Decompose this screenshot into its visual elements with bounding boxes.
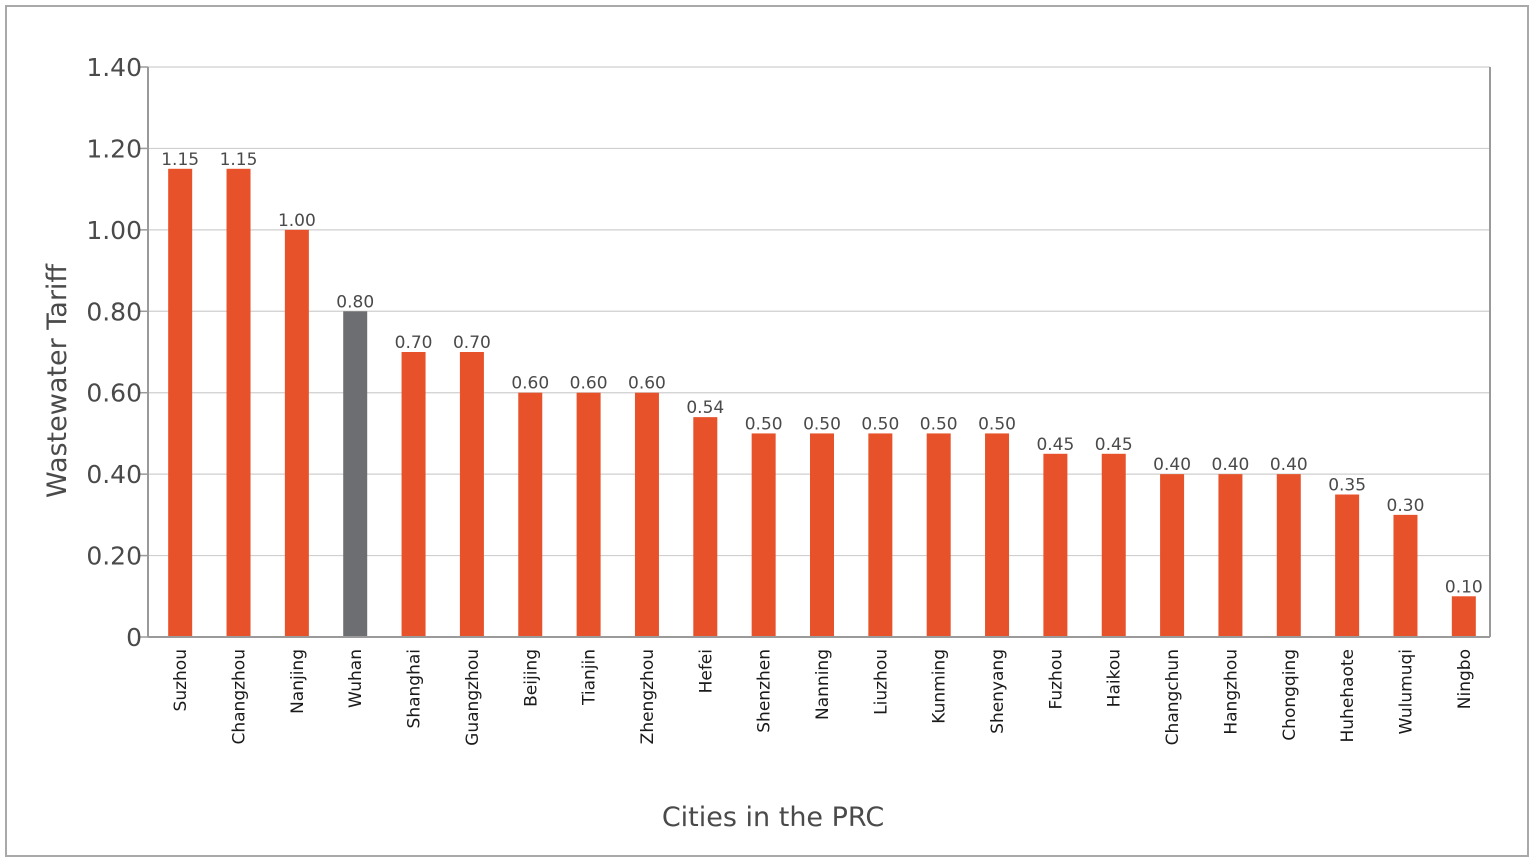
y-tick-label: 1.00 [86, 216, 142, 245]
bar-wuhan [343, 311, 368, 637]
x-tick-label: Wulumuqi [1396, 649, 1416, 734]
x-tick-label: Hangzhou [1221, 649, 1241, 735]
bar-haikou [1101, 453, 1126, 637]
data-label: 0.50 [861, 414, 899, 434]
data-label: 0.50 [978, 414, 1016, 434]
bar-wulumuqi [1393, 514, 1418, 637]
data-label: 0.60 [511, 374, 549, 394]
x-tick-label: Shenzhen [755, 649, 775, 733]
bar-shenyang [985, 433, 1010, 637]
data-label: 0.45 [1095, 435, 1133, 455]
data-label: 1.00 [278, 211, 316, 231]
data-label: 0.60 [628, 374, 666, 394]
data-label: 0.80 [336, 292, 374, 312]
x-tick-label: Wuhan [346, 649, 366, 708]
x-tick-label: Shanghai [405, 649, 425, 728]
bar-zhengzhou [634, 392, 659, 637]
x-tick-label: Beijing [521, 649, 541, 707]
data-label: 0.70 [453, 333, 491, 353]
y-tick-label: 0.80 [86, 297, 142, 326]
y-tick-label: 0.60 [86, 379, 142, 408]
bar-huhehaote [1335, 494, 1360, 637]
bar-shenzhen [751, 433, 776, 637]
data-label: 0.40 [1212, 455, 1250, 475]
x-tick-label: Hefei [696, 649, 716, 693]
bar-changchun [1160, 474, 1185, 637]
gridlines [148, 66, 1490, 557]
x-tick-label: Tianjin [580, 649, 600, 706]
x-tick-label: Fuzhou [1046, 649, 1066, 710]
x-axis-title: Cities in the PRC [662, 802, 884, 833]
x-tick-label: Changzhou [230, 649, 250, 745]
data-label: 0.30 [1387, 496, 1425, 516]
bar-kunming [926, 433, 951, 637]
bar-nanning [810, 433, 834, 637]
y-tick-label: 0 [126, 623, 142, 652]
data-label: 0.45 [1036, 435, 1074, 455]
x-tick-label: Changchun [1163, 649, 1183, 745]
x-tick-label: Ningbo [1455, 649, 1475, 709]
bar-hefei [693, 417, 718, 637]
data-label: 1.15 [161, 150, 199, 170]
data-label: 0.54 [686, 398, 724, 418]
x-tick-label: Guangzhou [463, 649, 483, 746]
x-tick-label: Huhehaote [1338, 649, 1358, 743]
x-tick-label: Liuzhou [871, 649, 891, 715]
y-tick-label: 0.40 [86, 460, 142, 489]
bar-guangzhou [459, 352, 484, 637]
y-tick-label: 1.20 [86, 134, 142, 163]
bar-shanghai [401, 352, 426, 637]
y-tick-labels: 0 0.20 0.40 0.60 0.80 1.00 1.20 1.40 [86, 53, 142, 652]
x-tick-label: Shenyang [988, 649, 1008, 734]
x-tick-label: Nanning [813, 649, 833, 720]
data-label: 0.70 [395, 333, 433, 353]
bar-changzhou [226, 168, 251, 638]
x-tick-label: Nanjing [288, 649, 308, 714]
x-tick-label: Haikou [1105, 649, 1125, 707]
data-labels: 1.15 1.15 1.00 0.80 0.70 0.70 0.60 0.60 0.60 0.54… [161, 150, 1483, 597]
bar-ningbo [1451, 596, 1476, 637]
bar-fuzhou [1043, 453, 1068, 637]
data-label: 1.15 [220, 150, 258, 170]
data-label: 0.50 [803, 414, 841, 434]
x-tick-label: Suzhou [171, 649, 191, 711]
data-label: 0.40 [1153, 455, 1191, 475]
data-label: 0.35 [1328, 476, 1366, 496]
bar-suzhou [168, 168, 193, 638]
bar-nanjing [284, 229, 309, 637]
x-tick-label: Chongqing [1280, 649, 1300, 741]
bar-tianjin [576, 392, 601, 637]
data-label: 0.50 [920, 414, 958, 434]
data-label: 0.10 [1445, 577, 1483, 597]
data-label: 0.50 [745, 414, 783, 434]
y-tick-label: 0.20 [86, 542, 142, 571]
y-tick-label: 1.40 [86, 53, 142, 82]
chart-frame [5, 5, 1529, 857]
x-tick-label: Zhengzhou [638, 649, 658, 744]
y-axis-title: Wastewater Tariff [42, 263, 73, 498]
bars [168, 168, 1476, 638]
bar-chongqing [1276, 474, 1301, 637]
data-label: 0.40 [1270, 455, 1308, 475]
x-tick-labels: Suzhou Changzhou Nanjing Wuhan Shanghai Guang… [171, 649, 1475, 746]
data-label: 0.60 [570, 374, 608, 394]
axes [140, 66, 1491, 638]
bar-liuzhou [868, 433, 893, 637]
x-tick-label: Kunming [930, 649, 950, 724]
bar-hangzhou [1218, 474, 1243, 637]
bar-beijing [518, 392, 543, 637]
